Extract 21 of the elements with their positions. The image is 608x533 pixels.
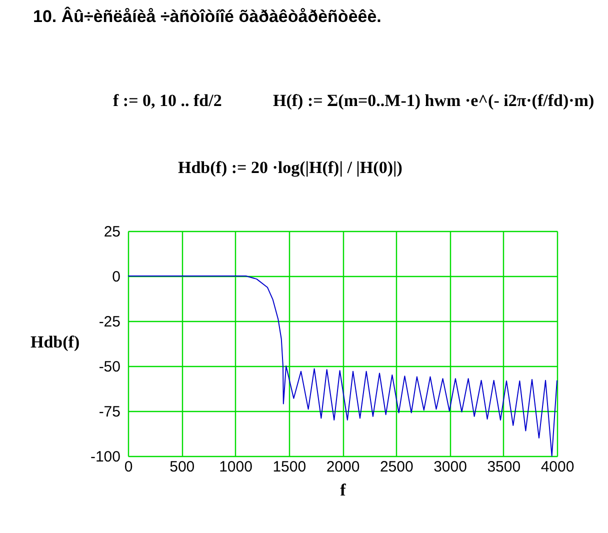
x-tick-label: 1500 bbox=[272, 458, 306, 476]
x-tick-label: 3500 bbox=[487, 458, 521, 476]
x-tick-label: 3000 bbox=[434, 458, 467, 476]
y-axis-title: Hdb(f) bbox=[30, 332, 80, 352]
y-tick-label: -100 bbox=[90, 448, 120, 466]
y-tick-label: -75 bbox=[98, 404, 120, 420]
text: H(f) := Σ(m=0..M-1) hwm ·e^(- i2π·(f/fd)·m) bbox=[273, 91, 594, 110]
x-axis-title: f bbox=[340, 480, 346, 500]
y-tick-label: 0 bbox=[112, 268, 120, 286]
text: f := 0, 10 .. fd/2 bbox=[113, 91, 222, 110]
x-tick-label: 2000 bbox=[326, 458, 360, 476]
x-tick-label: 4000 bbox=[540, 458, 574, 476]
x-tick-label: 2500 bbox=[380, 458, 414, 476]
x-tick-label: 0 bbox=[124, 458, 133, 476]
chart-title: 10. Âû÷èñëåíèå ÷àñòîòíîé õàðàêòåðèñòèêè. bbox=[33, 6, 382, 26]
y-tick-label: -25 bbox=[98, 314, 120, 330]
y-tick-label: 25 bbox=[104, 224, 120, 240]
text: Hdb(f) := 20 ·log(|H(f)| / |H(0)|) bbox=[178, 158, 402, 177]
x-tick-label: 500 bbox=[170, 458, 195, 476]
x-tick-label: 1000 bbox=[219, 458, 252, 476]
y-tick-label: -50 bbox=[98, 358, 120, 376]
